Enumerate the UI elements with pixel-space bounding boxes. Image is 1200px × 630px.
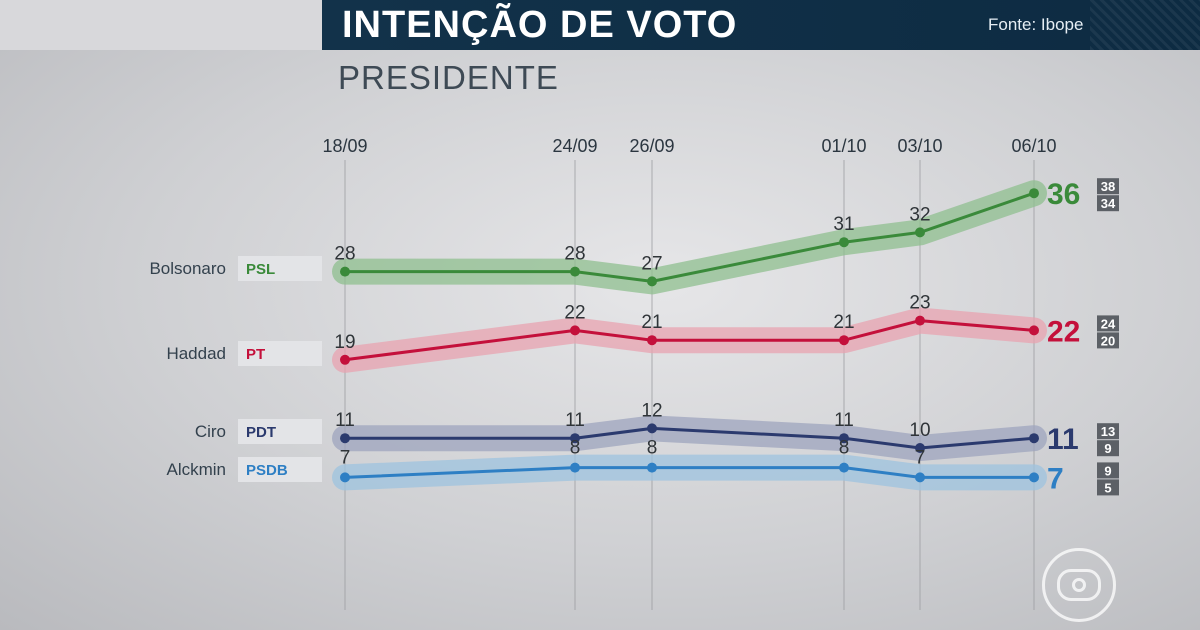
candidate-name: Haddad bbox=[166, 344, 226, 363]
range-high-haddad: 24 bbox=[1101, 316, 1116, 331]
data-point-alckmin bbox=[915, 472, 925, 483]
data-label-bolsonaro: 28 bbox=[334, 244, 355, 265]
range-low-haddad: 20 bbox=[1101, 333, 1115, 348]
data-point-alckmin bbox=[1029, 472, 1039, 483]
data-point-alckmin bbox=[647, 462, 657, 473]
final-value-alckmin: 7 bbox=[1047, 462, 1064, 495]
date-label: 18/09 bbox=[322, 136, 367, 156]
data-point-ciro bbox=[340, 433, 350, 444]
data-point-bolsonaro bbox=[570, 266, 580, 277]
data-label-bolsonaro: 31 bbox=[833, 214, 854, 235]
globo-logo-screen bbox=[1057, 569, 1101, 601]
data-point-bolsonaro bbox=[839, 237, 849, 248]
data-label-alckmin: 7 bbox=[915, 447, 926, 468]
data-point-haddad bbox=[340, 354, 350, 365]
range-low-alckmin: 5 bbox=[1104, 480, 1111, 495]
series-band-bolsonaro bbox=[332, 180, 1047, 295]
party-box bbox=[238, 457, 322, 482]
data-point-bolsonaro bbox=[915, 227, 925, 238]
data-label-haddad: 23 bbox=[909, 293, 930, 314]
range-box-low bbox=[1097, 479, 1119, 496]
data-point-haddad bbox=[570, 325, 580, 336]
data-point-alckmin bbox=[340, 472, 350, 483]
date-label: 24/09 bbox=[552, 136, 597, 156]
chart-subtitle: PRESIDENTE bbox=[338, 59, 559, 96]
series-line-haddad bbox=[344, 319, 1035, 362]
party-box bbox=[238, 419, 322, 444]
data-label-haddad: 21 bbox=[641, 312, 662, 333]
candidate-name: Ciro bbox=[195, 422, 226, 441]
range-high-alckmin: 9 bbox=[1104, 463, 1111, 478]
range-box-high bbox=[1097, 462, 1119, 479]
data-label-haddad: 19 bbox=[334, 332, 355, 353]
range-box-low bbox=[1097, 332, 1119, 349]
candidate-name: Alckmin bbox=[166, 460, 226, 479]
range-box-low bbox=[1097, 195, 1119, 212]
party-box bbox=[238, 256, 322, 281]
data-point-bolsonaro bbox=[647, 276, 657, 287]
header-pattern bbox=[1090, 0, 1200, 50]
party-label: PT bbox=[246, 346, 265, 363]
data-label-haddad: 22 bbox=[564, 302, 585, 323]
data-point-bolsonaro bbox=[1029, 188, 1039, 199]
date-label: 26/09 bbox=[629, 136, 674, 156]
data-point-ciro bbox=[915, 443, 925, 453]
data-point-bolsonaro bbox=[340, 266, 350, 277]
series-line-ciro bbox=[345, 426, 1035, 450]
data-point-ciro bbox=[839, 433, 849, 444]
final-value-bolsonaro: 36 bbox=[1047, 178, 1080, 211]
data-point-alckmin bbox=[570, 462, 580, 473]
range-low-ciro: 9 bbox=[1104, 441, 1111, 456]
data-label-bolsonaro: 28 bbox=[564, 244, 585, 265]
party-label: PSL bbox=[246, 261, 275, 278]
data-point-haddad bbox=[1029, 325, 1039, 336]
range-box-high bbox=[1097, 315, 1119, 332]
data-label-ciro: 11 bbox=[834, 410, 854, 431]
date-label: 03/10 bbox=[897, 136, 942, 156]
range-box-high bbox=[1097, 178, 1119, 195]
globo-logo-dot bbox=[1072, 578, 1086, 592]
series-line-alckmin bbox=[344, 466, 1034, 479]
data-point-ciro bbox=[647, 423, 657, 434]
data-point-ciro bbox=[570, 433, 580, 444]
date-label: 06/10 bbox=[1011, 136, 1056, 156]
data-label-ciro: 10 bbox=[909, 420, 930, 441]
range-low-bolsonaro: 34 bbox=[1101, 196, 1116, 211]
party-box bbox=[238, 341, 322, 366]
data-label-ciro: 11 bbox=[565, 410, 585, 431]
header-left-panel bbox=[0, 0, 322, 50]
data-label-ciro: 11 bbox=[335, 410, 355, 431]
chart-title: INTENÇÃO DE VOTO bbox=[342, 4, 738, 46]
range-box-low bbox=[1097, 440, 1119, 457]
data-label-haddad: 21 bbox=[833, 312, 854, 333]
range-high-ciro: 13 bbox=[1101, 424, 1115, 439]
data-label-alckmin: 7 bbox=[340, 447, 351, 468]
data-label-alckmin: 8 bbox=[839, 438, 850, 459]
date-label: 01/10 bbox=[821, 136, 866, 156]
data-label-bolsonaro: 32 bbox=[909, 204, 930, 225]
range-box-high bbox=[1097, 423, 1119, 440]
data-point-haddad bbox=[647, 335, 657, 346]
data-label-alckmin: 8 bbox=[570, 438, 581, 459]
data-point-alckmin bbox=[839, 462, 849, 473]
data-label-alckmin: 8 bbox=[647, 438, 658, 459]
final-value-ciro: 11 bbox=[1047, 423, 1079, 456]
series-line-bolsonaro bbox=[345, 191, 1035, 283]
source-label: Fonte: Ibope bbox=[988, 15, 1084, 34]
party-label: PDT bbox=[246, 424, 276, 441]
globo-logo-icon bbox=[1042, 548, 1116, 622]
data-point-ciro bbox=[1029, 433, 1039, 444]
data-label-bolsonaro: 27 bbox=[641, 253, 662, 274]
final-value-haddad: 22 bbox=[1047, 315, 1080, 348]
range-high-bolsonaro: 38 bbox=[1101, 179, 1115, 194]
data-point-haddad bbox=[839, 335, 849, 346]
data-label-ciro: 12 bbox=[641, 400, 662, 421]
party-label: PSDB bbox=[246, 462, 288, 479]
candidate-name: Bolsonaro bbox=[149, 259, 226, 278]
data-point-haddad bbox=[915, 315, 925, 326]
